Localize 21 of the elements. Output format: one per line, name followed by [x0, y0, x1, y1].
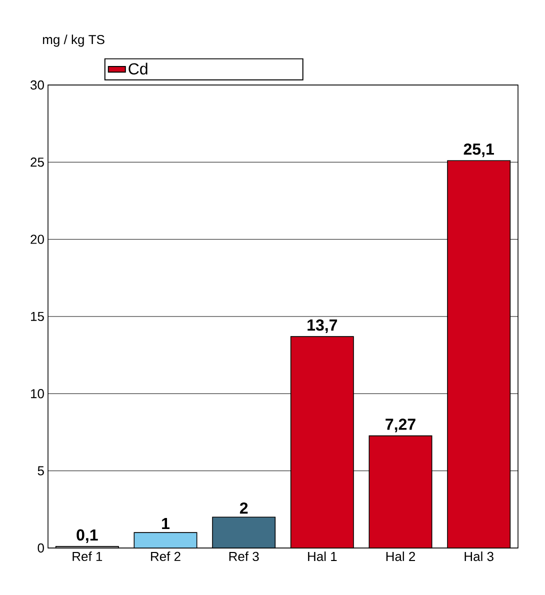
legend-label: Cd — [128, 62, 148, 75]
y-tick-label: 30 — [30, 80, 44, 90]
data-label: 1 — [162, 518, 170, 530]
x-tick-label: Ref 3 — [229, 552, 259, 562]
y-axis-title: mg / kg TS — [42, 34, 104, 47]
data-label: 2 — [240, 502, 248, 514]
y-tick-label: 0 — [38, 543, 44, 553]
data-label: 7,27 — [386, 418, 416, 432]
x-tick-label: Hal 2 — [386, 552, 416, 562]
data-label: 13,7 — [308, 319, 338, 334]
y-tick-label: 20 — [30, 234, 44, 244]
y-tick-label: 10 — [31, 389, 44, 398]
data-label: 0,1 — [76, 529, 98, 543]
x-tick-label: Hal 3 — [464, 552, 494, 562]
y-tick-label: 5 — [38, 466, 44, 476]
x-tick-label: Ref 1 — [72, 552, 102, 562]
x-tick-label: Hal 1 — [308, 552, 337, 562]
y-tick-label: 25 — [30, 158, 44, 167]
data-label: 25,1 — [464, 143, 494, 158]
y-tick-label: 15 — [31, 312, 44, 322]
x-tick-label: Ref 2 — [151, 552, 180, 562]
